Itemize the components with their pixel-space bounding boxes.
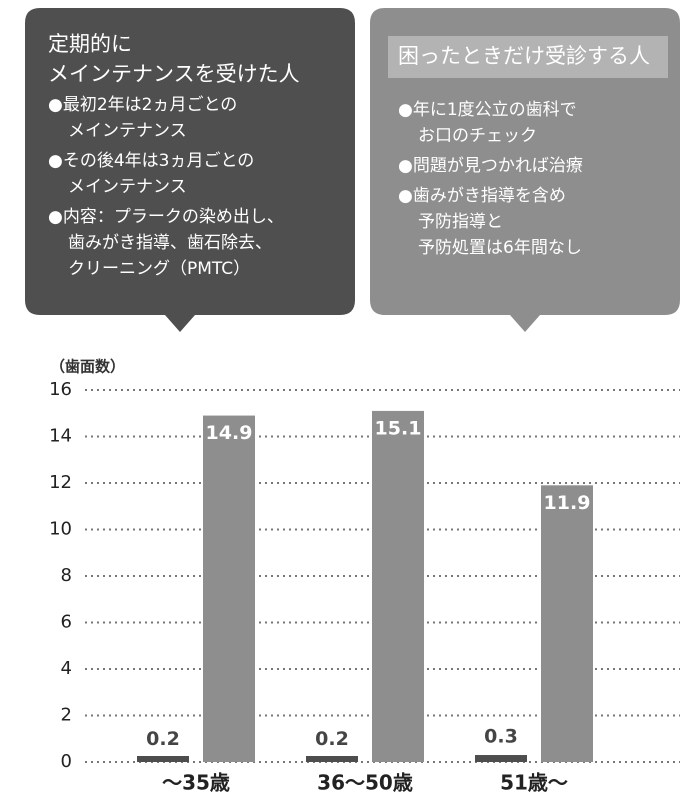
callout-item: クリーニング（PMTC） [68,259,250,279]
y-tick-label: 6 [61,612,72,633]
bar [137,756,189,762]
callout-item: ●歯みがき指導を含め [398,186,566,206]
callout-item: ●その後4年は3ヵ月ごとの [48,151,254,171]
value-label: 14.9 [206,422,253,444]
value-label: 11.9 [544,492,591,514]
callout-item: メインテナンス [68,177,187,197]
callout-title: 定期的に [48,32,132,56]
x-tick-label: 36〜50歳 [317,771,413,795]
y-tick-label: 16 [49,379,72,400]
value-label: 0.2 [146,728,180,750]
y-tick-label: 4 [61,658,72,679]
callout-item: 予防指導と [418,212,503,232]
value-label: 0.3 [484,726,518,748]
bar [541,485,593,762]
y-tick-label: 0 [61,751,72,772]
callout-item: 歯みがき指導、歯石除去、 [68,233,272,253]
y-tick-label: 8 [61,565,72,586]
value-label: 0.2 [315,728,349,750]
callout-item: お口のチェック [418,126,537,146]
y-tick-label: 2 [61,705,72,726]
y-tick-label: 14 [49,426,72,447]
x-tick-label: 〜35歳 [162,771,230,795]
callout-right [370,8,680,332]
callout-item: ●最初2年は2ヵ月ごとの [48,95,237,115]
callout-title: メインテナンスを受けた人 [48,62,300,86]
title-box [388,36,668,78]
bar [475,755,527,762]
callout-item: メインテナンス [68,121,187,141]
y-tick-label: 12 [49,472,72,493]
value-label: 15.1 [375,417,422,439]
callout-item: 予防処置は6年間なし [418,238,582,258]
bar [306,756,358,762]
callout-item: ●年に1度公立の歯科で [398,100,577,120]
callout-left [25,8,355,332]
y-tick-label: 10 [49,519,72,540]
callout-item: ●内容：プラークの染め出し、 [48,207,284,227]
bar [203,415,255,762]
callout-item: ●問題が見つかれば治療 [398,156,583,176]
x-tick-label: 51歳〜 [500,771,568,795]
bar [372,410,424,762]
y-axis-label: （歯面数） [50,358,125,376]
callout-title: 困ったときだけ受診する人 [398,44,650,68]
